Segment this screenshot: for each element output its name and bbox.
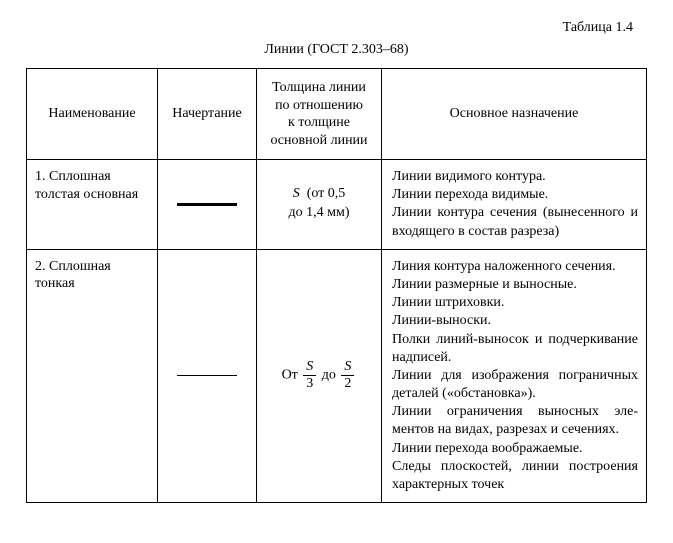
cell-name: 2. Сплошная тонкая	[27, 249, 158, 502]
table-row: 2. Сплошная тонкая От S3 до S2Линия конту…	[27, 249, 647, 502]
header-drawing: Начертание	[158, 69, 257, 160]
lines-table: Наименование Начертание Толщина линии по…	[26, 68, 647, 503]
table-body: 1. Сплошная толстая основная S (от 0,5до …	[27, 160, 647, 503]
line-sample-icon	[177, 203, 237, 206]
cell-thickness: От S3 до S2	[257, 249, 382, 502]
header-name: Наименование	[27, 69, 158, 160]
header-thickness: Толщина линии по отношению к толщине осн…	[257, 69, 382, 160]
cell-purpose: Линия контура наложенного сечения.Линии …	[382, 249, 647, 502]
cell-drawing	[158, 160, 257, 250]
table-number: Таблица 1.4	[26, 20, 633, 36]
header-row: Наименование Начертание Толщина линии по…	[27, 69, 647, 160]
header-purpose: Основное назначение	[382, 69, 647, 160]
table-title: Линии (ГОСТ 2.303–68)	[26, 42, 647, 58]
cell-name: 1. Сплошная толстая основная	[27, 160, 158, 250]
cell-drawing	[158, 249, 257, 502]
line-sample-icon	[177, 375, 237, 376]
cell-purpose: Линии видимого контура.Линии перехода ви…	[382, 160, 647, 250]
cell-thickness: S (от 0,5до 1,4 мм)	[257, 160, 382, 250]
table-row: 1. Сплошная толстая основная S (от 0,5до …	[27, 160, 647, 250]
